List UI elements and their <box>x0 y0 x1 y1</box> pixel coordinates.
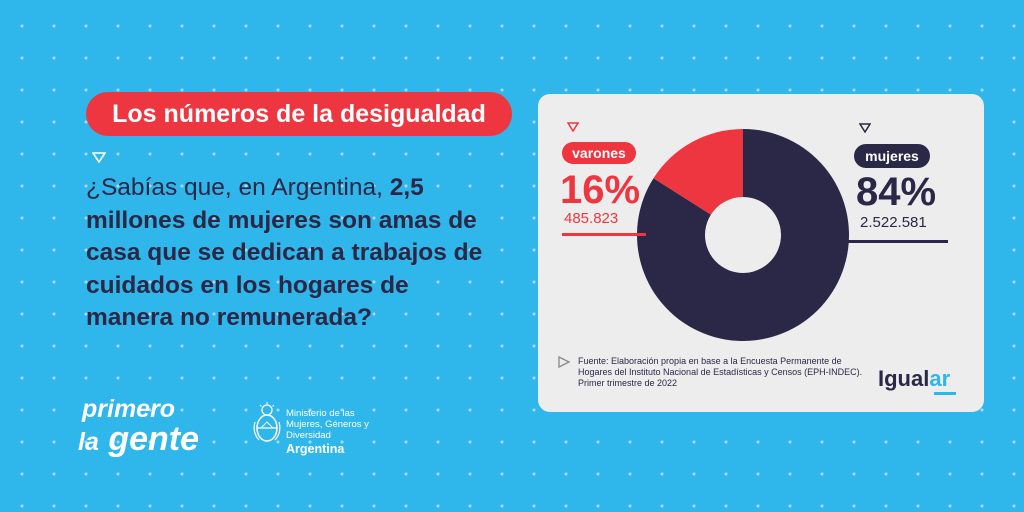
donut-slice-mujeres <box>637 129 849 341</box>
label-mujeres-pill: mujeres <box>854 144 930 168</box>
coat-of-arms-icon <box>253 402 281 442</box>
donut-chart <box>637 129 849 341</box>
label-mujeres: mujeres <box>865 148 919 164</box>
logo-la: la <box>78 428 99 456</box>
logo-primero-la-gente-line2: la gente <box>78 421 199 460</box>
question-text: ¿Sabías que, en Argentina, 2,5 millones … <box>86 172 486 335</box>
source-note: Fuente: Elaboración propia en base a la … <box>578 356 863 388</box>
chart-card: varones 16% 485.823 mujeres 84% 2.522.58… <box>538 94 984 412</box>
triangle-down-icon <box>92 152 106 163</box>
brand-prefix: Igual <box>878 366 930 391</box>
triangle-right-icon <box>558 356 570 368</box>
label-varones: varones <box>572 145 626 161</box>
label-varones-pill: varones <box>562 142 636 164</box>
data-label-varones-percent: 16% <box>560 168 641 212</box>
data-label-mujeres-count: 2.522.581 <box>860 214 927 231</box>
leader-line-varones <box>562 233 646 236</box>
ministry-label: Ministerio de las Mujeres, Géneros y Div… <box>286 408 390 457</box>
brand-underline <box>934 392 956 395</box>
question-part-bold: 2,5 millones de mujeres son amas de casa… <box>86 174 483 331</box>
igualar-logo: Igualar <box>878 366 950 392</box>
data-label-varones-count: 485.823 <box>564 210 619 227</box>
leader-line-mujeres <box>828 240 948 243</box>
ministry-country: Argentina <box>286 442 345 456</box>
ministry-name: Ministerio de las Mujeres, Géneros y Div… <box>286 408 369 441</box>
triangle-down-icon <box>859 123 871 133</box>
logo-gente: gente <box>108 420 199 458</box>
page-title: Los números de la desigualdad <box>112 99 486 128</box>
brand-accent: ar <box>929 366 951 391</box>
title-pill: Los números de la desigualdad <box>86 92 512 136</box>
donut-slice-varones <box>653 129 743 215</box>
data-label-mujeres-percent: 84% <box>856 170 937 214</box>
question-part-regular: ¿Sabías que, en Argentina, <box>86 174 390 201</box>
logo-primero-la-gente-line1: primero <box>82 395 176 423</box>
triangle-down-icon <box>567 122 579 132</box>
